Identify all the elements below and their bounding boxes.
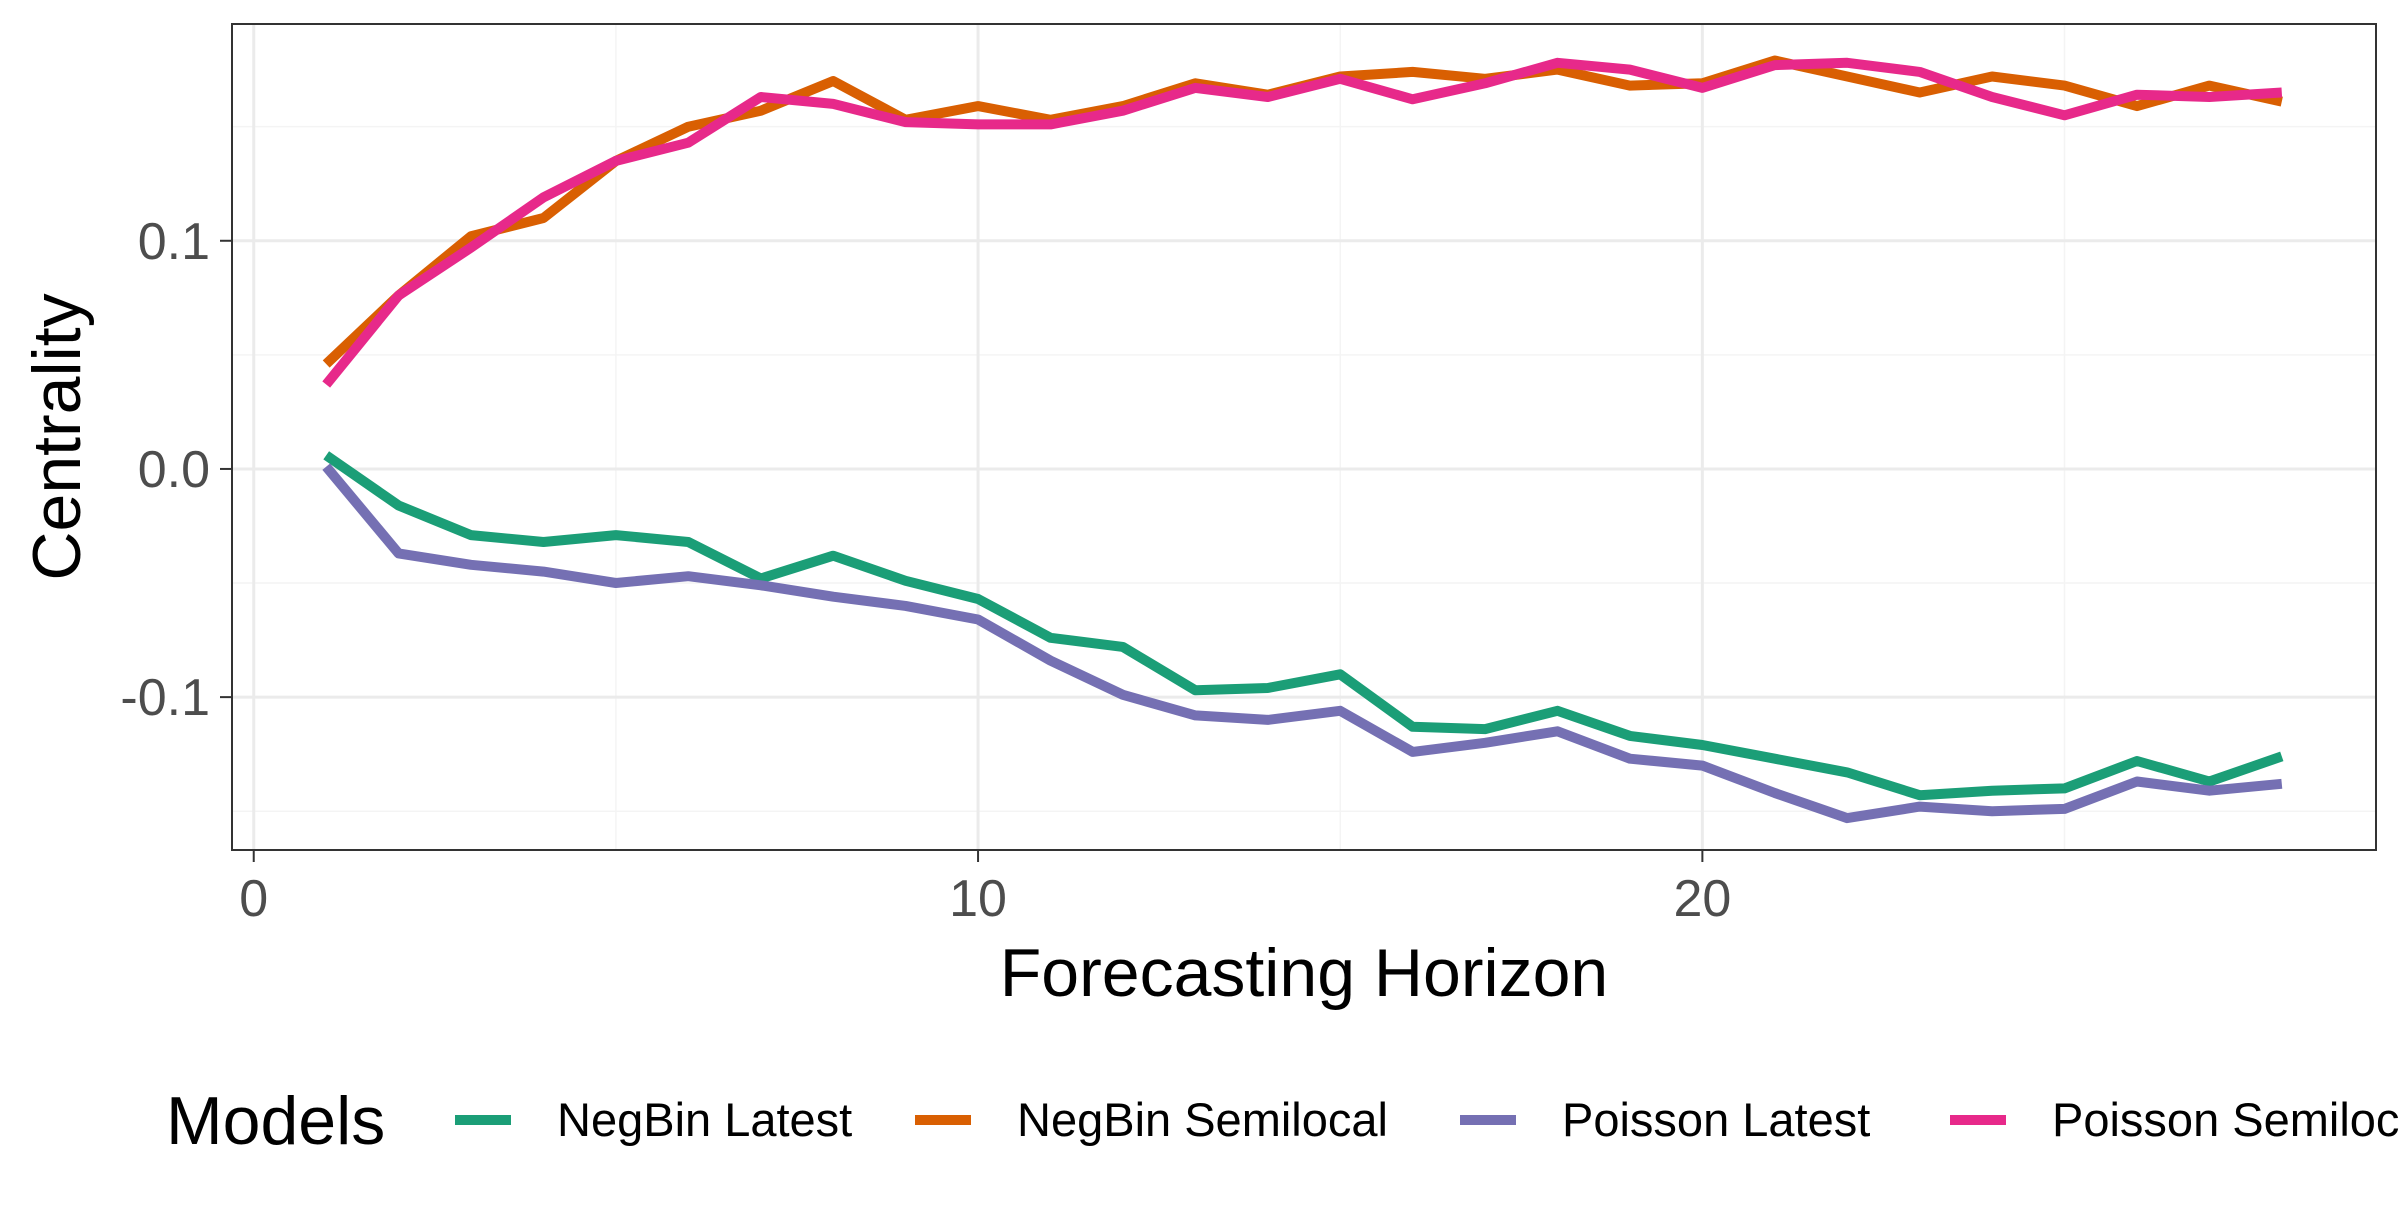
plot-panel-border: [231, 23, 2377, 851]
legend-label: Poisson Latest: [1562, 1093, 1870, 1146]
y-tick-label: -0.1: [120, 669, 210, 727]
series-line-negbin-latest: [323, 451, 2284, 801]
series-line-negbin-semilocal: [322, 55, 2283, 368]
legend-title: Models: [166, 1083, 385, 1159]
legend: Models NegBin Latest NegBin Semilocal Pois…: [166, 1083, 2400, 1159]
x-tick-label: 0: [239, 870, 268, 928]
axes: 0 10 20 -0.1 0.0 0.1: [120, 213, 1731, 928]
series-line-poisson-latest: [322, 463, 2283, 824]
y-tick-label: 0.0: [138, 441, 210, 499]
x-tick-label: 20: [1673, 870, 1731, 928]
series-line-poisson-semilocal: [322, 57, 2283, 388]
legend-label: NegBin Semilocal: [1017, 1093, 1388, 1146]
x-axis-title: Forecasting Horizon: [1000, 935, 1608, 1011]
legend-label: Poisson Semilocal: [2052, 1093, 2400, 1146]
y-axis-title: Centrality: [19, 293, 95, 580]
gridlines: [232, 24, 2376, 850]
y-tick-label: 0.1: [138, 213, 210, 271]
x-tick-label: 10: [949, 870, 1007, 928]
series-lines: [322, 55, 2284, 824]
legend-label: NegBin Latest: [557, 1093, 852, 1146]
